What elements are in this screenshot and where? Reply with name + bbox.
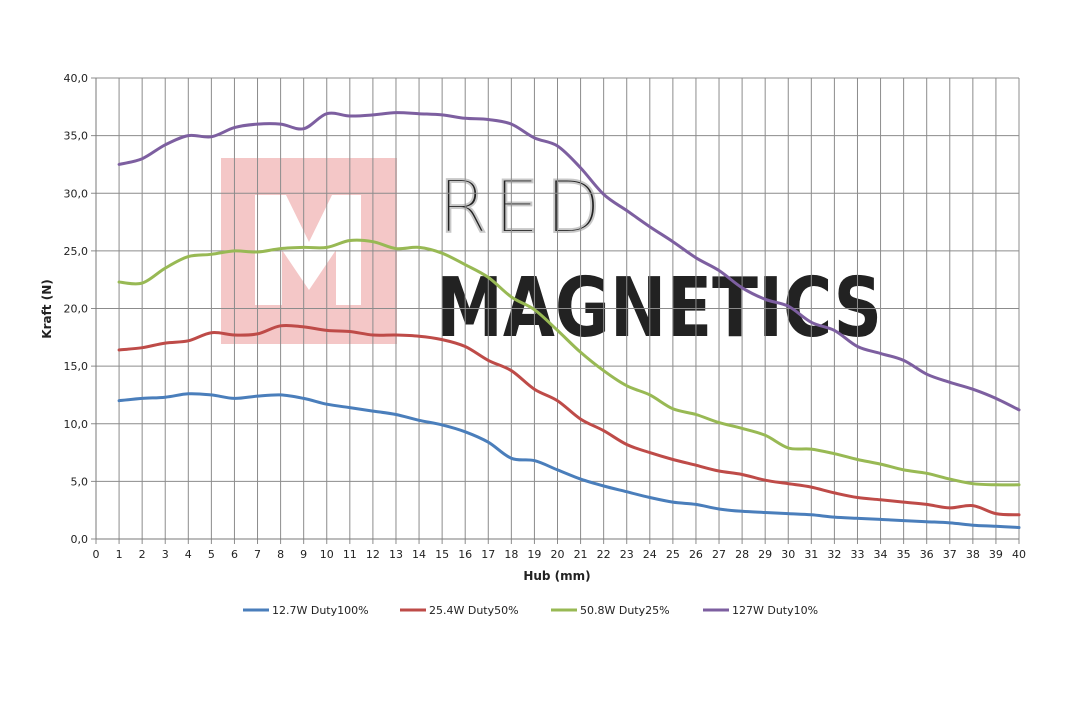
y-tick-label: 15,0 [64, 360, 89, 373]
x-tick-label: 37 [943, 548, 957, 561]
x-tick-label: 11 [343, 548, 357, 561]
y-tick-label: 5,0 [71, 475, 89, 488]
legend-label-2: 25.4W Duty50% [429, 604, 519, 617]
x-tick-label: 9 [300, 548, 307, 561]
x-tick-label: 18 [504, 548, 518, 561]
x-tick-label: 21 [574, 548, 588, 561]
x-tick-label: 23 [620, 548, 634, 561]
x-tick-label: 39 [989, 548, 1003, 561]
series-lines [117, 111, 1021, 529]
legend-label-3: 50.8W Duty25% [580, 604, 670, 617]
x-tick-label: 0 [93, 548, 100, 561]
x-tick-label: 20 [551, 548, 565, 561]
x-tick-label: 30 [781, 548, 795, 561]
x-tick-label: 10 [320, 548, 334, 561]
x-tick-label: 38 [966, 548, 980, 561]
y-tick-label: 40,0 [64, 72, 89, 85]
y-tick-label: 35,0 [64, 130, 89, 143]
x-tick-label: 29 [758, 548, 772, 561]
x-tick-label: 27 [712, 548, 726, 561]
x-tick-label: 32 [827, 548, 841, 561]
x-tick-label: 22 [597, 548, 611, 561]
legend-label-4: 127W Duty10% [732, 604, 818, 617]
x-axis-title: Hub (mm) [523, 569, 590, 583]
x-tick-label: 3 [162, 548, 169, 561]
x-tick-label: 4 [185, 548, 192, 561]
watermark-text-red: RED [438, 165, 607, 249]
x-tick-label: 13 [389, 548, 403, 561]
x-tick-label: 17 [481, 548, 495, 561]
x-tick-label: 31 [804, 548, 818, 561]
x-tick-label: 8 [277, 548, 284, 561]
y-tick-label: 25,0 [64, 245, 89, 258]
x-tick-label: 34 [874, 548, 888, 561]
y-tick-label: 0,0 [71, 533, 89, 546]
x-tick-label: 1 [116, 548, 123, 561]
x-tick-label: 16 [458, 548, 472, 561]
series-line-1 [117, 392, 1021, 529]
series-line-2 [117, 323, 1021, 517]
x-tick-label: 15 [435, 548, 449, 561]
x-tick-label: 14 [412, 548, 426, 561]
x-tick-label: 24 [643, 548, 657, 561]
x-tick-label: 40 [1012, 548, 1026, 561]
x-tick-label: 33 [850, 548, 864, 561]
legend: 12.7W Duty100% 25.4W Duty50% 50.8W Duty25%… [243, 604, 818, 617]
series-line-4 [117, 111, 1021, 412]
x-tick-label: 26 [689, 548, 703, 561]
x-tick-label: 12 [366, 548, 380, 561]
x-tick-label: 6 [231, 548, 238, 561]
x-tick-label: 25 [666, 548, 680, 561]
y-tick-label: 30,0 [64, 187, 89, 200]
y-axis-title: Kraft (N) [40, 279, 54, 338]
legend-label-1: 12.7W Duty100% [272, 604, 369, 617]
y-tick-label: 20,0 [64, 303, 89, 316]
axes: 0 1 2 3 4 5 6 7 8 9 10 11 12 13 14 15 16 17 18 19 20 21 22 23 24… [64, 72, 1027, 561]
x-tick-label: 28 [735, 548, 749, 561]
y-tick-label: 10,0 [64, 418, 89, 431]
series-line-3 [117, 238, 1021, 487]
x-tick-label: 35 [897, 548, 911, 561]
x-tick-label: 7 [254, 548, 261, 561]
x-tick-label: 36 [920, 548, 934, 561]
watermark-logo-letter [255, 195, 361, 305]
x-tick-label: 5 [208, 548, 215, 561]
x-tick-label: 2 [139, 548, 146, 561]
x-tick-label: 19 [527, 548, 541, 561]
